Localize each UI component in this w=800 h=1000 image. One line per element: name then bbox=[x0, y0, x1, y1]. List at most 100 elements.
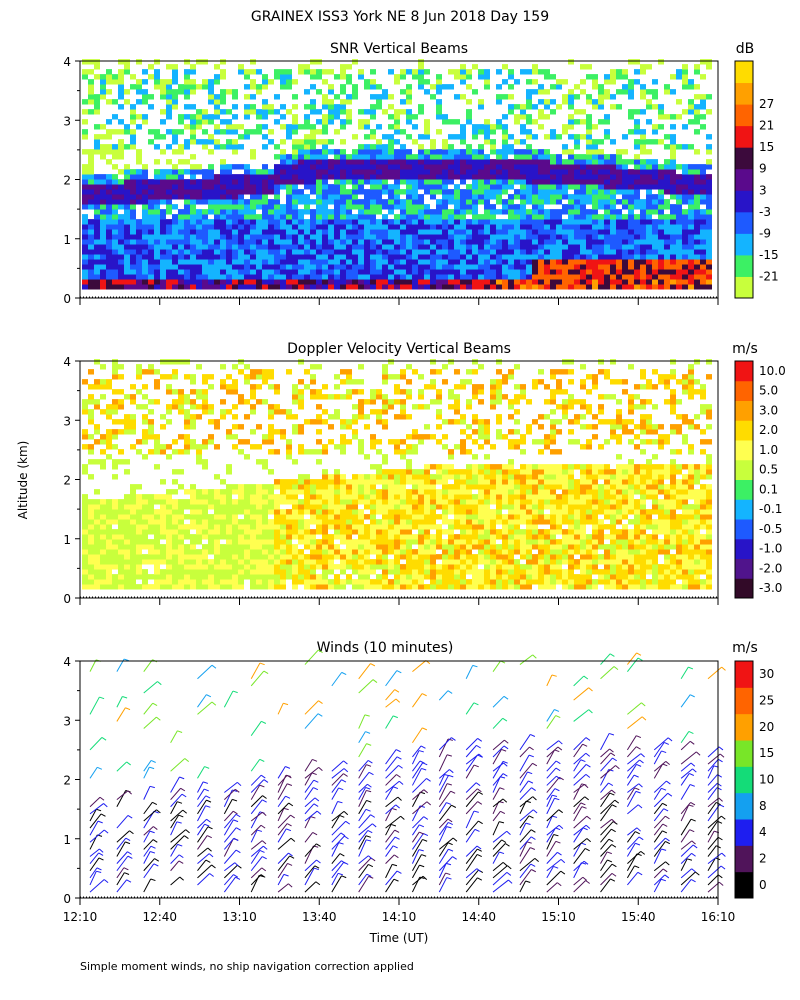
snr-cell bbox=[436, 249, 442, 255]
snr-cell bbox=[538, 164, 544, 170]
snr-cell bbox=[94, 59, 100, 65]
snr-cell bbox=[706, 209, 712, 215]
snr-cell bbox=[244, 109, 250, 115]
doppler-cell bbox=[202, 579, 208, 585]
snr-cell bbox=[502, 274, 508, 280]
snr-cell bbox=[412, 114, 418, 120]
snr-cell bbox=[562, 204, 568, 210]
doppler-cell bbox=[370, 564, 376, 570]
snr-cell bbox=[178, 284, 184, 290]
snr-cell bbox=[448, 244, 454, 250]
snr-cell bbox=[430, 234, 436, 240]
snr-cell bbox=[496, 154, 502, 160]
doppler-cell bbox=[310, 539, 316, 545]
snr-cell bbox=[418, 179, 424, 185]
doppler-cell bbox=[358, 559, 364, 565]
snr-cell bbox=[502, 94, 508, 100]
snr-cell bbox=[634, 129, 640, 135]
snr-cell bbox=[280, 84, 286, 90]
snr-cell bbox=[226, 209, 232, 215]
snr-cell bbox=[466, 169, 472, 175]
snr-cell bbox=[166, 229, 172, 235]
snr-cell bbox=[472, 149, 478, 155]
snr-cell bbox=[478, 144, 484, 150]
snr-cell bbox=[364, 154, 370, 160]
snr-cell bbox=[304, 174, 310, 180]
doppler-cell bbox=[244, 574, 250, 580]
doppler-cell bbox=[256, 504, 262, 510]
snr-cell bbox=[694, 94, 700, 100]
doppler-cell bbox=[376, 534, 382, 540]
snr-cell bbox=[88, 259, 94, 265]
snr-cell bbox=[664, 219, 670, 225]
snr-cell bbox=[370, 114, 376, 120]
doppler-cell bbox=[358, 569, 364, 575]
doppler-cell bbox=[190, 524, 196, 530]
snr-cell bbox=[226, 279, 232, 285]
snr-cell bbox=[262, 279, 268, 285]
snr-cell bbox=[634, 204, 640, 210]
snr-cell bbox=[682, 184, 688, 190]
snr-cell bbox=[334, 244, 340, 250]
snr-cell bbox=[490, 169, 496, 175]
doppler-cell bbox=[262, 549, 268, 555]
doppler-cell bbox=[118, 524, 124, 530]
doppler-cell bbox=[130, 384, 136, 390]
doppler-cell bbox=[310, 509, 316, 515]
snr-cell bbox=[562, 249, 568, 255]
snr-cell bbox=[166, 224, 172, 230]
doppler-cell bbox=[112, 559, 118, 565]
doppler-panel-title: Doppler Velocity Vertical Beams bbox=[287, 341, 511, 357]
snr-cell bbox=[136, 149, 142, 155]
doppler-cell bbox=[142, 494, 148, 500]
snr-cell bbox=[454, 94, 460, 100]
snr-cell bbox=[514, 194, 520, 200]
snr-cell bbox=[454, 274, 460, 280]
snr-cell bbox=[154, 84, 160, 90]
snr-cell bbox=[226, 194, 232, 200]
snr-cell bbox=[400, 109, 406, 115]
snr-cell bbox=[82, 69, 88, 75]
snr-cell bbox=[382, 189, 388, 195]
snr-cell bbox=[544, 239, 550, 245]
snr-cell bbox=[460, 199, 466, 205]
snr-cell bbox=[388, 149, 394, 155]
snr-cell bbox=[616, 284, 622, 290]
doppler-cell bbox=[316, 519, 322, 525]
snr-cell bbox=[670, 134, 676, 140]
doppler-cell bbox=[268, 484, 274, 490]
snr-cell bbox=[160, 149, 166, 155]
snr-cell bbox=[418, 149, 424, 155]
doppler-cell bbox=[82, 584, 88, 590]
snr-cell bbox=[592, 164, 598, 170]
snr-cell bbox=[622, 264, 628, 270]
snr-cell bbox=[598, 169, 604, 175]
snr-cell bbox=[616, 239, 622, 245]
snr-cell bbox=[352, 219, 358, 225]
snr-cell bbox=[454, 149, 460, 155]
doppler-cell bbox=[292, 549, 298, 555]
snr-cell bbox=[640, 284, 646, 290]
snr-cell bbox=[214, 189, 220, 195]
snr-cell bbox=[370, 269, 376, 275]
doppler-cell bbox=[286, 449, 292, 455]
snr-cell bbox=[82, 234, 88, 240]
snr-cell bbox=[682, 124, 688, 130]
snr-cell bbox=[604, 259, 610, 265]
snr-cell bbox=[634, 124, 640, 130]
doppler-cell bbox=[202, 524, 208, 530]
snr-cell bbox=[478, 169, 484, 175]
snr-cell bbox=[130, 239, 136, 245]
snr-cell bbox=[100, 279, 106, 285]
snr-cell bbox=[688, 104, 694, 110]
snr-cell bbox=[478, 234, 484, 240]
snr-cell bbox=[244, 84, 250, 90]
snr-cell bbox=[436, 254, 442, 260]
snr-cell bbox=[316, 184, 322, 190]
snr-cell bbox=[520, 104, 526, 110]
snr-cell bbox=[532, 149, 538, 155]
snr-cell bbox=[208, 254, 214, 260]
snr-cell bbox=[622, 284, 628, 290]
snr-cell bbox=[568, 104, 574, 110]
snr-cell bbox=[202, 249, 208, 255]
